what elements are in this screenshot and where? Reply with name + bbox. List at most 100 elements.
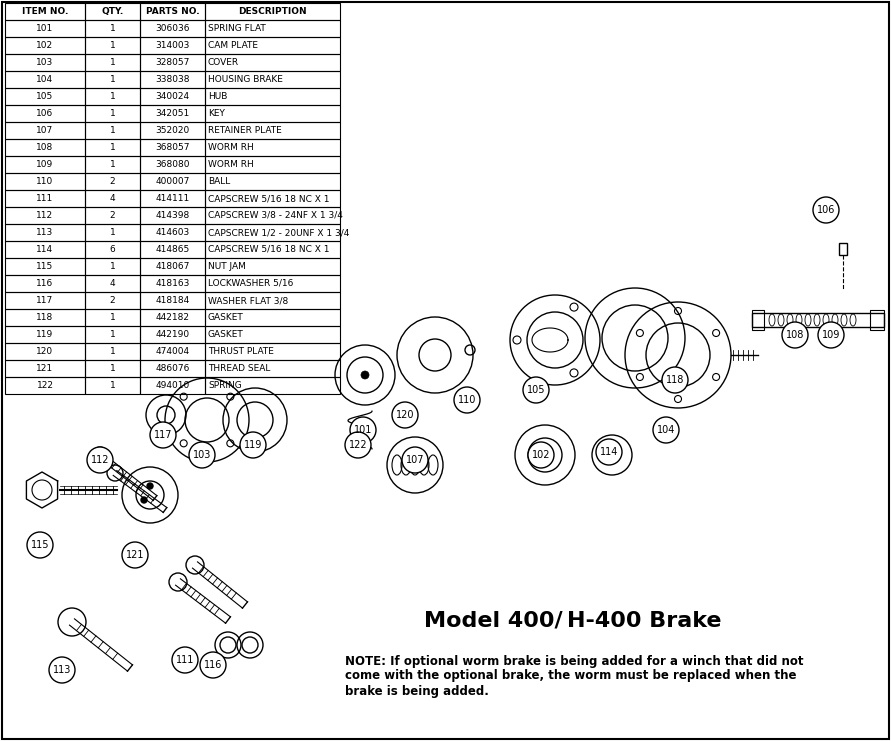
Text: SPRING FLAT: SPRING FLAT [208,24,266,33]
Circle shape [523,377,549,403]
Bar [140,224,205,241]
Circle shape [818,322,844,348]
Text: RETAINER PLATE: RETAINER PLATE [208,126,282,135]
Bar [140,309,205,326]
Text: 1: 1 [110,381,115,390]
Text: 414111: 414111 [155,194,190,203]
Circle shape [662,367,688,393]
Text: 111: 111 [176,655,194,665]
Text: 110: 110 [458,395,476,405]
Bar [5,139,85,156]
Text: 104: 104 [37,75,53,84]
Bar [85,258,140,275]
Bar [5,292,85,309]
Text: 368057: 368057 [155,143,190,152]
Bar [140,173,205,190]
Bar [5,343,85,360]
Bar [140,326,205,343]
Bar [85,207,140,224]
Bar [5,377,85,394]
Text: 306036: 306036 [155,24,190,33]
Bar [205,88,340,105]
Text: 414603: 414603 [155,228,190,237]
Bar [85,37,140,54]
Text: 115: 115 [31,540,49,550]
Bar [140,207,205,224]
Circle shape [122,542,148,568]
Text: 109: 109 [37,160,53,169]
Text: 119: 119 [37,330,53,339]
Bar [140,37,205,54]
Bar [205,20,340,37]
Text: 400007: 400007 [155,177,190,186]
Bar [140,190,205,207]
Text: 418067: 418067 [155,262,190,271]
Text: GASKET: GASKET [208,313,244,322]
Bar [140,122,205,139]
Bar [5,88,85,105]
Circle shape [528,442,554,468]
Text: 1: 1 [110,228,115,237]
Text: 110: 110 [37,177,53,186]
Text: HOUSING BRAKE: HOUSING BRAKE [208,75,282,84]
Bar [140,20,205,37]
Text: GASKET: GASKET [208,330,244,339]
Text: 414865: 414865 [155,245,190,254]
Text: 122: 122 [348,440,367,450]
Bar [140,360,205,377]
Text: 1: 1 [110,41,115,50]
Bar [140,54,205,71]
Text: 117: 117 [154,430,172,440]
Text: ITEM NO.: ITEM NO. [21,7,69,16]
Bar [140,275,205,292]
Text: 1: 1 [110,347,115,356]
Bar [140,156,205,173]
Circle shape [454,387,480,413]
Circle shape [240,432,266,458]
Bar [205,258,340,275]
Circle shape [200,652,226,678]
Text: 106: 106 [817,205,835,215]
Text: 101: 101 [37,24,53,33]
Circle shape [350,417,376,443]
Text: 112: 112 [91,455,110,465]
Text: CAPSCREW 1/2 - 20UNF X 1 3/4: CAPSCREW 1/2 - 20UNF X 1 3/4 [208,228,349,237]
Text: 1: 1 [110,58,115,67]
Bar [5,360,85,377]
Bar [85,360,140,377]
Text: 106: 106 [37,109,53,118]
Text: NOTE: If optional worm brake is being added for a winch that did not
come with t: NOTE: If optional worm brake is being ad… [345,654,804,697]
Bar [205,54,340,71]
Bar [839,243,847,255]
Text: 102: 102 [37,41,53,50]
Text: 486076: 486076 [155,364,190,373]
Circle shape [141,497,147,503]
Text: THREAD SEAL: THREAD SEAL [208,364,270,373]
Bar [205,190,340,207]
Bar [85,139,140,156]
Bar [5,71,85,88]
Text: DESCRIPTION: DESCRIPTION [238,7,307,16]
Bar [5,122,85,139]
Text: 1: 1 [110,364,115,373]
Text: 494010: 494010 [155,381,190,390]
Text: 113: 113 [53,665,71,675]
Bar [205,207,340,224]
Text: PARTS NO.: PARTS NO. [146,7,200,16]
Text: QTY.: QTY. [102,7,124,16]
Circle shape [392,402,418,428]
Bar [5,241,85,258]
Text: 121: 121 [126,550,144,560]
Bar [5,224,85,241]
Bar [205,71,340,88]
Circle shape [813,197,839,223]
Text: 114: 114 [600,447,618,457]
Text: 107: 107 [37,126,53,135]
Text: 1: 1 [110,126,115,135]
Text: HUB: HUB [208,92,227,101]
Bar [140,3,205,20]
Bar [5,3,85,20]
Text: THRUST PLATE: THRUST PLATE [208,347,274,356]
Text: 118: 118 [666,375,684,385]
Bar [752,310,764,330]
